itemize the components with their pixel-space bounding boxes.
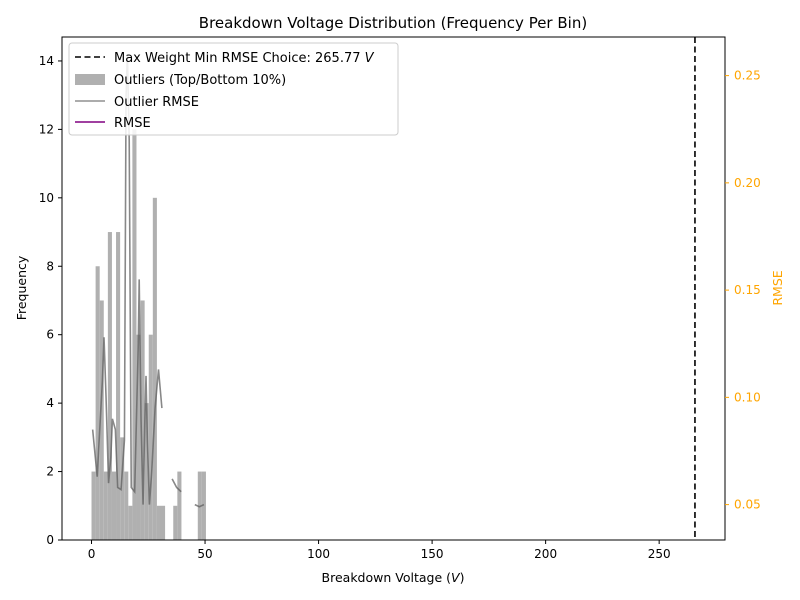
- y-tick-label: 4: [46, 396, 54, 410]
- y-axis-right: 0.05 0.10 0.15 0.20 0.25: [725, 69, 761, 512]
- y-tick-label: 12: [39, 122, 54, 136]
- x-axis-label: Breakdown Voltage (V): [322, 570, 465, 585]
- histogram-bar-8: [124, 471, 129, 540]
- x-tick-label: 150: [421, 547, 444, 561]
- y2-tick-label: 0.10: [734, 390, 761, 404]
- outlier-rmse-line-2: [194, 503, 205, 508]
- x-axis: 0 50 100 150 200 250: [88, 540, 671, 561]
- histogram-bar-21: [201, 471, 206, 540]
- y-tick-label: 0: [46, 533, 54, 547]
- histogram-bar-6: [116, 232, 121, 540]
- x-tick-label: 200: [534, 547, 557, 561]
- y2-tick-label: 0.20: [734, 176, 761, 190]
- plot-frame: [61, 36, 726, 541]
- outlier-rmse-line-1: [171, 478, 182, 493]
- histogram-bar-14: [148, 334, 153, 540]
- chart-title: Breakdown Voltage Distribution (Frequenc…: [199, 14, 587, 32]
- histogram-bar-10: [132, 129, 137, 540]
- y-tick-label: 2: [46, 465, 54, 479]
- y-tick-label: 6: [46, 328, 54, 342]
- legend-rmse-label: RMSE: [114, 116, 151, 131]
- legend-outlier-rmse-label: Outlier RMSE: [114, 95, 199, 110]
- x-tick-label: 0: [88, 547, 96, 561]
- histogram-bar-2: [99, 300, 104, 540]
- y-tick-label: 14: [39, 54, 54, 68]
- histogram-bar-15: [152, 197, 157, 541]
- histogram-bar-16: [156, 505, 161, 540]
- histogram-bar-0: [91, 471, 96, 540]
- histogram-bar-1: [95, 266, 100, 540]
- histogram-bar-19: [177, 471, 182, 540]
- histogram-bar-17: [160, 505, 166, 540]
- y2-tick-label: 0.25: [734, 69, 761, 83]
- x-tick-label: 50: [197, 547, 212, 561]
- outlier-rmse-line-0: [91, 54, 163, 505]
- y2-tick-label: 0.05: [734, 498, 761, 512]
- histogram-bar-4: [107, 232, 112, 540]
- legend-vline-label: Max Weight Min RMSE Choice: 265.77 V: [114, 51, 375, 66]
- y-tick-label: 8: [46, 259, 54, 273]
- legend-bars-swatch: [75, 74, 105, 85]
- lines-layer: [91, 54, 205, 508]
- histogram-bar-7: [120, 437, 125, 540]
- legend: Max Weight Min RMSE Choice: 265.77 V Out…: [68, 42, 399, 136]
- x-tick-label: 100: [307, 547, 330, 561]
- histogram-bar-12: [140, 300, 145, 540]
- y-tick-label: 10: [39, 191, 54, 205]
- y-axis-label: Frequency: [14, 255, 29, 320]
- histogram-bar-3: [103, 471, 108, 540]
- histogram-bar-9: [128, 505, 133, 540]
- y2-axis-label: RMSE: [770, 270, 785, 305]
- histogram-bar-13: [144, 403, 149, 540]
- histogram-bar-5: [111, 471, 117, 540]
- legend-bars-label: Outliers (Top/Bottom 10%): [114, 73, 286, 88]
- histogram-bar-18: [173, 505, 178, 540]
- histogram-bar-11: [136, 334, 141, 540]
- y2-tick-label: 0.15: [734, 283, 761, 297]
- x-tick-label: 250: [648, 547, 671, 561]
- y-axis-left: 0 2 4 6 8 10 12 14: [39, 54, 62, 547]
- legend-box: [68, 42, 399, 136]
